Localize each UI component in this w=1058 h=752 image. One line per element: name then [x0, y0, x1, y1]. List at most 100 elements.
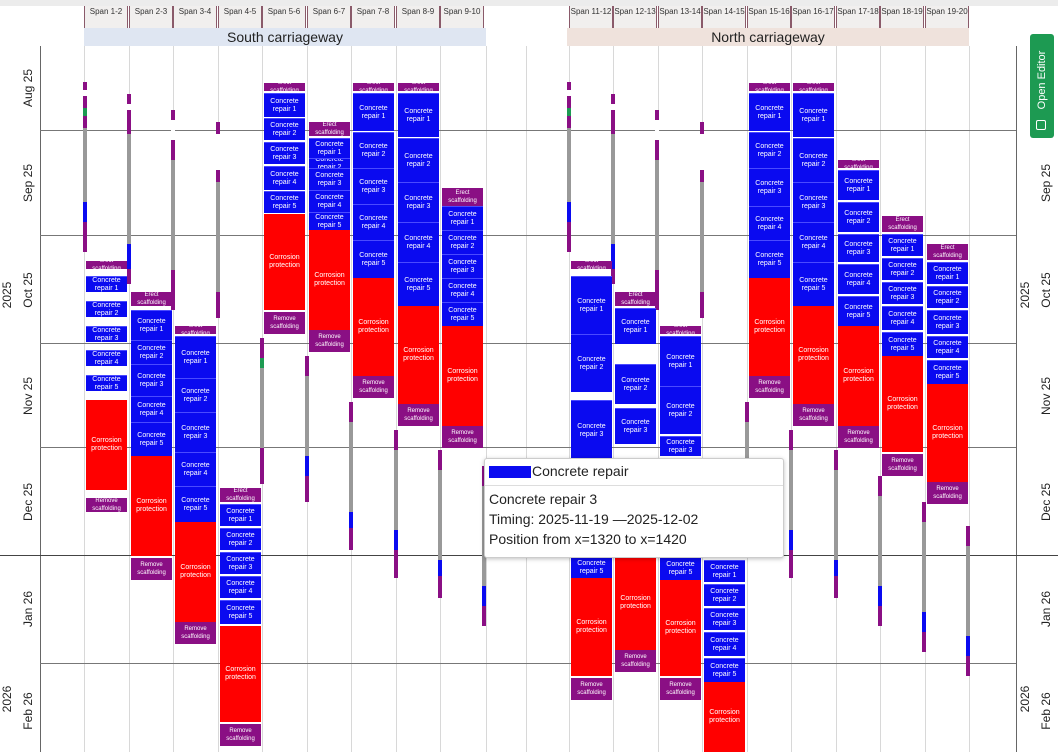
concrete-repair-block[interactable]: Concrete repair 4	[927, 336, 968, 358]
concrete-repair-block[interactable]: Concrete repair 4	[264, 166, 305, 190]
remove-scaffolding-block[interactable]: Remove scaffolding	[175, 622, 216, 644]
phase-marker[interactable]	[922, 502, 926, 652]
concrete-repair-block[interactable]: Concrete repair 3	[353, 168, 394, 204]
concrete-repair-block[interactable]: Concrete repair 3	[220, 552, 261, 574]
concrete-repair-block[interactable]: Concrete repair 4	[175, 452, 216, 486]
erect-scaffolding-block[interactable]: erect scaffolding	[749, 83, 790, 91]
phase-marker[interactable]	[834, 450, 838, 598]
phase-marker[interactable]	[655, 110, 659, 310]
concrete-repair-block[interactable]: Concrete repair 1	[353, 93, 394, 131]
concrete-repair-block[interactable]: Concrete repair 4	[86, 350, 127, 366]
phase-marker[interactable]	[611, 94, 615, 284]
concrete-repair-block[interactable]: Concrete repair 2	[749, 132, 790, 168]
concrete-repair-block[interactable]: Concrete repair 3	[571, 400, 612, 460]
concrete-repair-block[interactable]: Concrete repair 2	[660, 386, 701, 434]
concrete-repair-block[interactable]: Concrete repair 3	[660, 436, 701, 456]
concrete-repair-block[interactable]: Concrete repair 3	[131, 364, 172, 396]
open-editor-button[interactable]: Open Editor	[1030, 34, 1054, 138]
concrete-repair-block[interactable]: Concrete repair 2	[264, 118, 305, 140]
concrete-repair-block[interactable]: Concrete repair 2	[353, 132, 394, 168]
remove-scaffolding-block[interactable]: Remove scaffolding	[353, 376, 394, 398]
corrosion-protection-block[interactable]: Corrosion protection	[131, 456, 172, 556]
concrete-repair-block[interactable]: Concrete repair 1	[704, 560, 745, 582]
concrete-repair-block[interactable]: Concrete repair 1	[86, 276, 127, 292]
concrete-repair-block[interactable]: Concrete repair 2	[442, 230, 483, 254]
erect-scaffolding-block[interactable]: erect scaffolding	[353, 83, 394, 91]
remove-scaffolding-block[interactable]: Remove scaffolding	[86, 498, 127, 512]
concrete-repair-block[interactable]: Concrete repair 3	[398, 182, 439, 222]
remove-scaffolding-block[interactable]: Remove scaffolding	[398, 404, 439, 426]
corrosion-protection-block[interactable]: Corrosion protection	[353, 278, 394, 376]
remove-scaffolding-block[interactable]: Remove scaffolding	[571, 678, 612, 700]
concrete-repair-block[interactable]: Concrete repair 2	[175, 378, 216, 412]
remove-scaffolding-block[interactable]: Remove scaffolding	[793, 404, 834, 426]
concrete-repair-block[interactable]: Concrete repair 2	[615, 364, 656, 404]
erect-scaffolding-block[interactable]: erect scaffolding	[838, 160, 879, 168]
concrete-repair-block[interactable]: Concrete repair 4	[220, 576, 261, 598]
concrete-repair-block[interactable]: Concrete repair 5	[882, 332, 923, 356]
corrosion-protection-block[interactable]: Corrosion protection	[660, 580, 701, 676]
concrete-repair-block[interactable]: Concrete repair 1	[175, 336, 216, 378]
corrosion-protection-block[interactable]: Corrosion protection	[442, 326, 483, 426]
concrete-repair-block[interactable]: Concrete repair 3	[704, 608, 745, 630]
concrete-repair-block[interactable]: Concrete repair 5	[749, 240, 790, 278]
corrosion-protection-block[interactable]: Corrosion protection	[615, 556, 656, 650]
concrete-repair-block[interactable]: Concrete repair 5	[398, 262, 439, 306]
concrete-repair-block[interactable]: Concrete repair 5	[442, 302, 483, 326]
erect-scaffolding-block[interactable]: erect scaffolding	[86, 261, 127, 269]
corrosion-protection-block[interactable]: Corrosion protection	[398, 306, 439, 404]
concrete-repair-block-hovered[interactable]: Concrete repair 3	[615, 408, 656, 444]
erect-scaffolding-block[interactable]: Erect scaffolding	[927, 244, 968, 260]
concrete-repair-block[interactable]: Concrete repair 2	[131, 340, 172, 364]
remove-scaffolding-block[interactable]: Remove scaffolding	[309, 330, 350, 352]
concrete-repair-block[interactable]: Concrete repair 5	[660, 556, 701, 580]
erect-scaffolding-block[interactable]: erect scaffolding	[398, 83, 439, 91]
concrete-repair-block[interactable]: Concrete repair 3	[749, 168, 790, 206]
concrete-repair-block[interactable]: Concrete repair 3	[309, 168, 350, 190]
erect-scaffolding-block[interactable]: Erect scaffolding	[882, 216, 923, 232]
concrete-repair-block[interactable]: Concrete repair 4	[398, 222, 439, 262]
concrete-repair-block[interactable]: Concrete repair 1	[131, 310, 172, 340]
concrete-repair-block[interactable]: Concrete repair 1	[615, 308, 656, 344]
corrosion-protection-block[interactable]: Corrosion protection	[264, 214, 305, 310]
corrosion-protection-block[interactable]: Corrosion protection	[927, 384, 968, 482]
phase-marker[interactable]	[127, 94, 131, 284]
remove-scaffolding-block[interactable]: Remove scaffolding	[660, 678, 701, 700]
phase-marker[interactable]	[260, 338, 264, 484]
remove-scaffolding-block[interactable]: Remove scaffolding	[442, 426, 483, 448]
phase-marker[interactable]	[700, 122, 704, 318]
concrete-repair-block[interactable]: Concrete repair 1	[220, 504, 261, 526]
erect-scaffolding-block[interactable]: erect scaffolding	[660, 326, 701, 334]
corrosion-protection-block[interactable]: Corrosion protection	[220, 626, 261, 722]
erect-scaffolding-block[interactable]: Erect scaffolding	[442, 188, 483, 206]
concrete-repair-block[interactable]: Concrete repair 4	[749, 206, 790, 240]
corrosion-protection-block[interactable]: Corrosion protection	[793, 306, 834, 404]
concrete-repair-block[interactable]: Concrete repair 5	[309, 212, 350, 230]
concrete-repair-block[interactable]: Concrete repair 5	[793, 262, 834, 306]
concrete-repair-block[interactable]: Concrete repair 5	[571, 556, 612, 578]
corrosion-protection-block[interactable]: Corrosion protection	[704, 682, 745, 752]
concrete-repair-block[interactable]: Concrete repair 3	[264, 142, 305, 164]
concrete-repair-block[interactable]: Concrete repair 4	[442, 278, 483, 302]
phase-marker[interactable]	[789, 430, 793, 578]
concrete-repair-block[interactable]: Concrete repair 1	[793, 93, 834, 137]
concrete-repair-block[interactable]: Concrete repair 5	[131, 422, 172, 456]
erect-scaffolding-block[interactable]: Erect scaffolding	[615, 292, 656, 306]
phase-marker[interactable]	[83, 82, 87, 252]
concrete-repair-block[interactable]: Concrete repair 3	[793, 182, 834, 222]
concrete-repair-block[interactable]: Concrete repair 2	[398, 138, 439, 182]
remove-scaffolding-block[interactable]: Remove scaffolding	[615, 650, 656, 672]
corrosion-protection-block[interactable]: Corrosion protection	[749, 278, 790, 376]
remove-scaffolding-block[interactable]: Remove scaffolding	[882, 454, 923, 476]
erect-scaffolding-block[interactable]: Erect scaffolding	[220, 488, 261, 502]
concrete-repair-block[interactable]: Concrete repair 1	[660, 336, 701, 386]
concrete-repair-block[interactable]: Concrete repair 2	[838, 202, 879, 232]
concrete-repair-block[interactable]: Concrete repair 2	[220, 528, 261, 550]
concrete-repair-block[interactable]: Concrete repair 5	[353, 240, 394, 278]
concrete-repair-block[interactable]: Concrete repair 1	[749, 93, 790, 131]
concrete-repair-block[interactable]: Concrete repair 2	[793, 138, 834, 182]
concrete-repair-block[interactable]: Concrete repair 2	[927, 286, 968, 308]
corrosion-protection-block[interactable]: Corrosion protection	[882, 356, 923, 452]
concrete-repair-block[interactable]: Concrete repair 4	[704, 632, 745, 656]
remove-scaffolding-block[interactable]: Remove scaffolding	[927, 482, 968, 504]
